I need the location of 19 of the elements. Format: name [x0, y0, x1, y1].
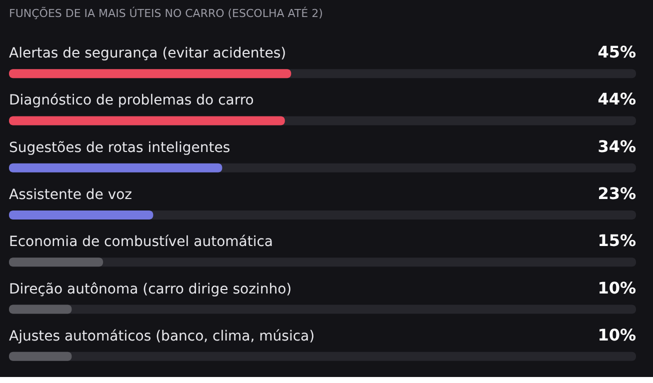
- y-tick-label: Diagnóstico de problemas do carro: [9, 92, 254, 109]
- y-tick-label: Sugestões de rotas inteligentes: [9, 140, 230, 156]
- bar: [9, 304, 72, 314]
- data-label: 45%: [598, 42, 636, 62]
- y-tick-label: Ajustes automáticos (banco, clima, música): [9, 328, 315, 344]
- data-label: 44%: [598, 90, 636, 109]
- data-label: 15%: [598, 231, 636, 250]
- bar: [9, 352, 72, 361]
- data-label: 23%: [598, 184, 636, 203]
- chart-title: FUNÇÕES DE IA MAIS ÚTEIS NO CARRO (ESCOLHA ATÉ 2): [9, 6, 323, 20]
- data-label: 34%: [598, 136, 636, 156]
- data-label: 10%: [598, 325, 636, 344]
- data-label: 10%: [598, 278, 636, 298]
- y-tick-label: Economia de combustível automática: [9, 234, 274, 250]
- y-tick-label: Assistente de voz: [9, 187, 132, 203]
- y-tick-label: Alertas de segurança (evitar acidentes): [9, 46, 286, 62]
- bar: [9, 258, 104, 267]
- bar: [9, 210, 154, 220]
- y-tick-label: Direção autônoma (carro dirige sozinho): [9, 281, 292, 298]
